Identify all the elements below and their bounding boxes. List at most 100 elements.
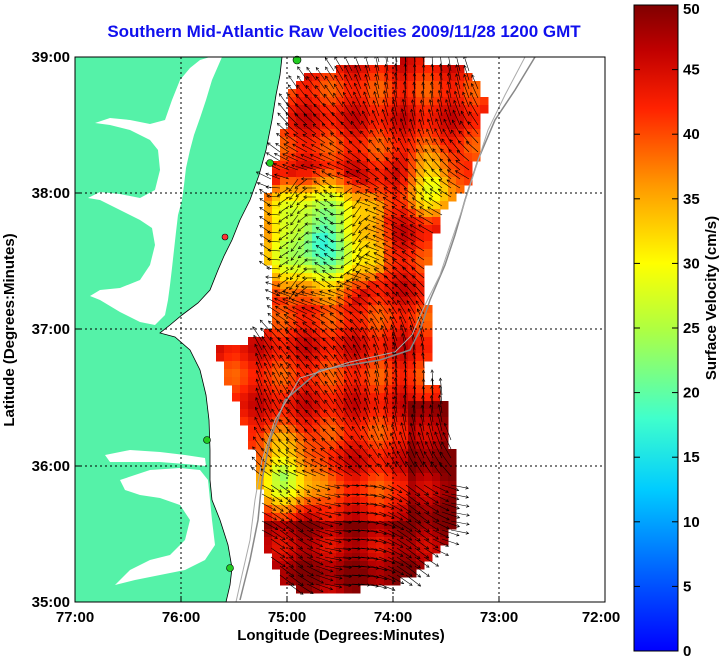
velocity-arrow xyxy=(362,101,371,117)
velocity-arrowhead xyxy=(296,202,300,206)
velocity-arrowhead xyxy=(268,320,272,324)
velocity-cell xyxy=(408,129,417,138)
velocity-cell xyxy=(432,193,441,202)
velocity-arrow xyxy=(330,320,344,333)
velocity-cell xyxy=(352,545,361,554)
velocity-arrow xyxy=(383,275,398,288)
velocity-arrowhead xyxy=(455,488,460,492)
velocity-arrowhead xyxy=(428,197,433,201)
velocity-cell xyxy=(328,225,337,234)
velocity-arrowhead xyxy=(288,296,292,300)
x-axis-label: Longitude (Degrees:Minutes) xyxy=(237,627,445,644)
velocity-arrowhead xyxy=(383,90,387,94)
velocity-cell xyxy=(352,209,361,218)
velocity-arrow xyxy=(381,224,398,234)
velocity-arrowhead xyxy=(400,581,405,585)
velocity-cell xyxy=(264,353,273,362)
velocity-cell xyxy=(384,153,393,162)
velocity-cell xyxy=(344,153,353,162)
velocity-arrow xyxy=(315,208,326,216)
velocity-cell xyxy=(328,505,337,514)
velocity-arrow xyxy=(325,75,335,90)
velocity-cell xyxy=(320,257,329,266)
velocity-arrowhead xyxy=(324,84,328,89)
velocity-cell xyxy=(336,489,345,498)
velocity-cell xyxy=(280,273,289,282)
velocity-arrowhead xyxy=(358,140,363,144)
velocity-arrowhead xyxy=(267,257,271,261)
velocity-arrowhead xyxy=(303,204,308,208)
velocity-arrowhead xyxy=(373,252,378,256)
velocity-arrowhead xyxy=(283,306,287,310)
velocity-arrow xyxy=(441,511,460,519)
velocity-arrowhead xyxy=(374,378,378,383)
velocity-cell xyxy=(368,377,377,386)
velocity-arrowhead xyxy=(440,451,444,456)
velocity-cell xyxy=(248,361,257,370)
velocity-arrowhead xyxy=(374,369,378,374)
velocity-arrowhead xyxy=(272,363,276,367)
velocity-arrow xyxy=(427,206,443,216)
velocity-cell xyxy=(424,449,433,458)
velocity-arrow xyxy=(315,493,331,500)
velocity-arrowhead xyxy=(443,118,447,123)
velocity-arrow xyxy=(387,520,404,530)
velocity-cell xyxy=(408,561,417,570)
velocity-arrowhead xyxy=(428,413,432,418)
velocity-arrowhead xyxy=(421,378,426,382)
velocity-arrowhead xyxy=(345,171,350,174)
velocity-arrow xyxy=(350,121,362,135)
velocity-cell xyxy=(392,265,401,274)
velocity-cell xyxy=(360,289,369,298)
velocity-cell xyxy=(336,585,345,594)
velocity-arrow xyxy=(360,493,377,497)
velocity-arrowhead xyxy=(445,98,449,103)
velocity-cell xyxy=(272,449,281,458)
velocity-arrow xyxy=(432,520,450,530)
velocity-cell xyxy=(408,465,417,474)
velocity-arrowhead xyxy=(278,429,283,433)
velocity-arrow xyxy=(332,102,344,117)
velocity-arrow xyxy=(305,409,317,423)
velocity-cell xyxy=(360,153,369,162)
velocity-cell xyxy=(392,577,401,586)
velocity-cell xyxy=(336,329,345,338)
velocity-arrow xyxy=(405,158,416,171)
velocity-cell xyxy=(400,153,409,162)
velocity-arrowhead xyxy=(390,118,394,122)
velocity-arrowhead xyxy=(306,76,310,80)
velocity-arrowhead xyxy=(288,380,292,384)
velocity-arrowhead xyxy=(437,403,441,408)
velocity-arrowhead xyxy=(329,550,333,555)
velocity-cell xyxy=(400,473,409,482)
velocity-cell xyxy=(392,257,401,266)
velocity-cell xyxy=(336,257,345,266)
velocity-cell xyxy=(360,569,369,578)
velocity-cell xyxy=(432,409,441,418)
velocity-arrow xyxy=(259,216,272,225)
velocity-arrow xyxy=(253,335,263,351)
velocity-arrow xyxy=(280,363,290,378)
velocity-cell xyxy=(296,457,305,466)
velocity-cell xyxy=(256,473,265,482)
velocity-arrow xyxy=(423,511,440,522)
velocity-arrowhead xyxy=(409,224,414,228)
velocity-arrowhead xyxy=(364,261,368,265)
velocity-arrowhead xyxy=(290,221,294,226)
velocity-cell xyxy=(280,433,289,442)
velocity-arrowhead xyxy=(382,259,387,263)
velocity-cell xyxy=(448,129,457,138)
velocity-cell xyxy=(376,97,385,106)
velocity-arrowhead xyxy=(309,563,314,567)
velocity-arrow xyxy=(269,469,281,477)
velocity-cell xyxy=(312,233,321,242)
velocity-arrow xyxy=(339,312,353,324)
velocity-arrowhead xyxy=(383,81,388,86)
velocity-arrowhead xyxy=(282,536,286,540)
velocity-cell xyxy=(352,201,361,210)
velocity-arrowhead xyxy=(289,286,293,291)
velocity-arrowhead xyxy=(266,142,271,146)
velocity-arrowhead xyxy=(329,212,334,217)
velocity-cell xyxy=(288,257,297,266)
velocity-cell xyxy=(344,369,353,378)
